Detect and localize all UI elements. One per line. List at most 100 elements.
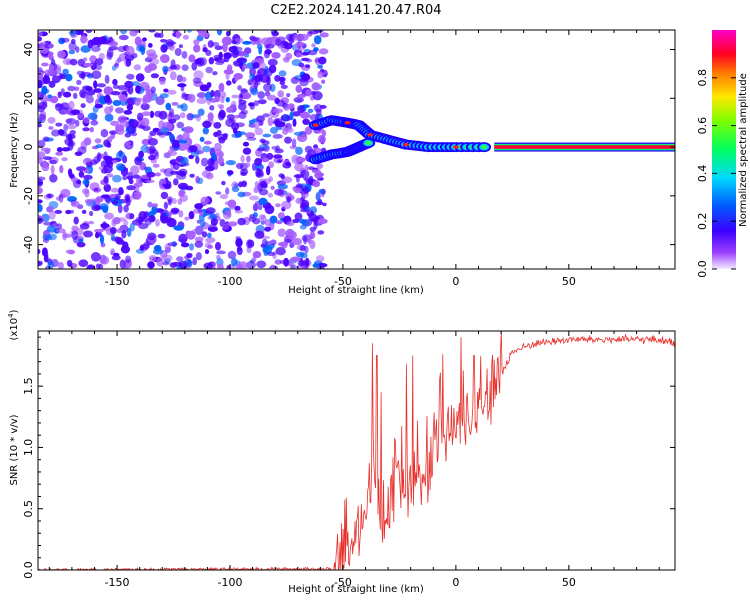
noise-speckle	[41, 85, 48, 95]
noise-speckle	[38, 36, 43, 42]
noise-speckle	[313, 35, 322, 45]
noise-speckle	[226, 106, 234, 113]
secondary-trace-inner	[365, 141, 372, 145]
noise-speckle	[295, 146, 303, 155]
noise-speckle	[128, 179, 134, 185]
noise-speckle	[87, 199, 93, 205]
x-tick-label: 0	[452, 576, 459, 589]
noise-speckle	[282, 113, 288, 123]
noise-speckle	[261, 182, 268, 189]
noise-speckle	[95, 58, 104, 66]
noise-speckle	[227, 199, 237, 208]
noise-speckle	[82, 71, 92, 77]
noise-speckle	[227, 170, 234, 176]
noise-speckle	[161, 179, 167, 185]
noise-speckle	[44, 252, 49, 259]
noise-speckle	[261, 37, 271, 46]
noise-speckle	[293, 34, 300, 41]
noise-speckle	[148, 154, 156, 161]
noise-speckle	[167, 89, 177, 95]
noise-speckle	[180, 112, 186, 119]
noise-speckle	[61, 157, 68, 162]
noise-speckle	[156, 257, 164, 267]
noise-speckle	[304, 164, 309, 172]
noise-speckle	[145, 179, 155, 184]
noise-speckle	[147, 201, 153, 208]
noise-speckle	[214, 96, 221, 103]
noise-speckle	[180, 242, 190, 248]
noise-speckle	[217, 111, 225, 121]
noise-speckle	[207, 158, 215, 167]
noise-speckle	[46, 225, 57, 233]
noise-speckle	[78, 73, 85, 79]
noise-speckle	[209, 213, 218, 220]
noise-speckle	[48, 80, 56, 88]
noise-speckle	[116, 217, 127, 222]
spectrogram-y-ticks: -40 -20 0 20 40	[22, 43, 675, 270]
noise-speckle	[259, 138, 266, 144]
noise-speckle	[275, 220, 283, 225]
noise-speckle	[207, 232, 212, 239]
noise-speckle	[123, 204, 129, 213]
noise-speckle	[258, 188, 269, 196]
noise-speckle	[304, 64, 311, 69]
noise-speckle	[160, 191, 169, 200]
noise-speckle	[274, 188, 284, 196]
noise-speckle	[205, 49, 212, 57]
noise-speckle	[208, 224, 218, 233]
noise-speckle	[60, 88, 65, 94]
noise-speckle	[41, 163, 50, 172]
noise-speckle	[287, 230, 297, 240]
snr-frame	[37, 330, 676, 571]
noise-speckle	[58, 194, 64, 203]
noise-speckle	[117, 204, 123, 214]
noise-speckle	[138, 150, 145, 159]
noise-speckle	[99, 234, 105, 245]
noise-speckle	[257, 99, 267, 105]
noise-speckle	[217, 156, 225, 165]
noise-speckle	[147, 261, 155, 269]
noise-speckle	[219, 105, 224, 110]
noise-speckle	[65, 249, 75, 254]
x-tick-label: 50	[562, 576, 576, 589]
noise-speckle	[94, 138, 102, 144]
noise-speckle	[110, 120, 120, 127]
noise-speckle	[86, 264, 96, 269]
noise-speckle	[110, 187, 119, 193]
noise-speckle	[38, 123, 42, 128]
noise-speckle	[219, 194, 228, 200]
noise-speckle	[261, 157, 270, 163]
noise-speckle	[61, 147, 71, 152]
noise-speckle	[226, 80, 232, 86]
signal-hotspot	[367, 133, 374, 137]
noise-speckle	[176, 74, 183, 83]
noise-speckle	[263, 83, 272, 92]
noise-speckle	[281, 200, 292, 210]
noise-speckle	[172, 139, 180, 149]
noise-speckle	[299, 78, 309, 87]
signal-hotspot	[403, 143, 410, 147]
noise-speckle	[254, 80, 259, 90]
noise-speckle	[85, 160, 93, 168]
noise-speckle	[309, 114, 320, 121]
noise-speckle	[283, 257, 289, 267]
noise-speckle	[307, 235, 312, 244]
noise-speckle	[186, 230, 196, 240]
x-tick-label: 50	[562, 275, 576, 288]
x-tick-label: -150	[105, 275, 130, 288]
noise-speckle	[189, 243, 195, 251]
noise-speckle	[221, 180, 226, 186]
noise-speckle	[280, 174, 285, 180]
noise-speckle	[42, 156, 53, 161]
noise-speckle	[242, 147, 252, 155]
noise-speckle	[186, 30, 192, 33]
noise-speckle	[120, 245, 130, 254]
noise-speckle	[48, 64, 55, 73]
noise-speckle	[292, 237, 302, 246]
noise-speckle	[94, 103, 104, 109]
noise-speckle	[277, 159, 282, 163]
noise-speckle	[266, 165, 271, 176]
steady-band-core	[494, 145, 675, 149]
noise-speckle	[150, 73, 159, 79]
noise-speckle	[178, 190, 186, 195]
